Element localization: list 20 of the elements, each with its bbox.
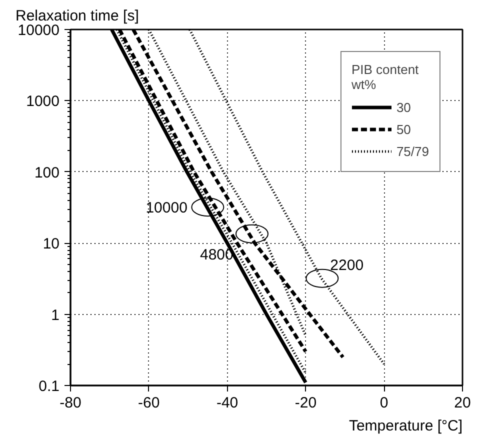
y-tick-label: 100 xyxy=(34,164,60,182)
y-axis-title: Relaxation time [s] xyxy=(16,8,139,24)
legend-label: 50 xyxy=(396,122,412,136)
y-tick-label: 10000 xyxy=(18,22,60,39)
x-tick-label: -60 xyxy=(138,394,160,412)
x-tick-label: 0 xyxy=(380,394,388,412)
x-axis-title: Temperature [°C] xyxy=(348,418,463,434)
legend-label: 75/79 xyxy=(396,144,429,158)
y-tick-label: 0.1 xyxy=(38,378,60,395)
legend-label: 30 xyxy=(396,100,412,114)
y-tick-label: 1 xyxy=(51,306,60,324)
annotation: 2200 xyxy=(330,256,364,274)
y-tick-label: 1000 xyxy=(26,93,60,110)
y-tick-label: 10 xyxy=(42,236,60,253)
x-tick-label: -80 xyxy=(60,394,82,412)
annotation: 10000 xyxy=(146,200,188,217)
x-tick-label: -40 xyxy=(216,394,238,412)
x-tick-label: 20 xyxy=(454,394,471,412)
legend-title: PIB content wt% xyxy=(351,62,420,92)
x-tick-label: -20 xyxy=(294,394,317,412)
